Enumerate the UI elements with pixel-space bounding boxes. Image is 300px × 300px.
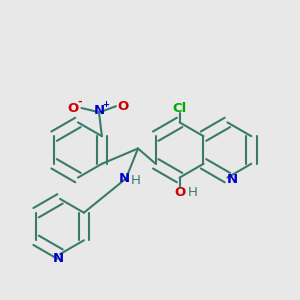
Text: H: H bbox=[131, 173, 140, 187]
Text: N: N bbox=[93, 103, 104, 117]
Text: O: O bbox=[117, 100, 128, 113]
Text: Cl: Cl bbox=[172, 102, 187, 116]
Text: N: N bbox=[119, 172, 130, 185]
Text: N: N bbox=[226, 172, 238, 186]
Text: O: O bbox=[175, 185, 186, 199]
Text: N: N bbox=[53, 252, 64, 265]
Text: H: H bbox=[187, 185, 197, 199]
Text: O: O bbox=[68, 101, 79, 115]
Text: -: - bbox=[77, 96, 82, 106]
Text: +: + bbox=[102, 100, 109, 109]
